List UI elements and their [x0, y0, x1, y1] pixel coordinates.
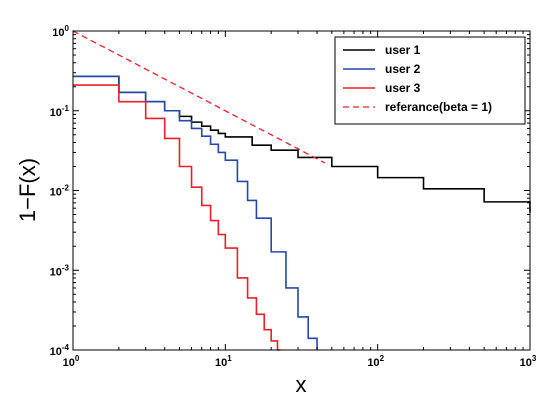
series-line-user-2 [73, 75, 318, 350]
x-axis-label: x [296, 372, 307, 397]
x-tick-label: 102 [367, 354, 384, 369]
y-tick-label: 10-4 [50, 343, 70, 358]
series-line-user-3 [73, 84, 281, 351]
series-line-referance-beta-1 [72, 30, 326, 164]
y-tick-label: 10-3 [50, 263, 70, 278]
y-tick-label: 100 [52, 24, 69, 39]
series-layer [72, 30, 531, 351]
legend-label-referance-beta-1: referance(beta = 1) [385, 100, 492, 114]
legend-box [334, 36, 526, 125]
y-axis-label: 1−F(x) [15, 158, 40, 222]
legend-label-user-2: user 2 [385, 62, 421, 76]
x-tick-label: 100 [63, 354, 80, 369]
y-tick-label: 10-2 [50, 184, 70, 199]
tick-labels: 100 101 102 103 10-4 10-3 10-2 10-1 100 [50, 24, 537, 369]
legend-label-user-3: user 3 [385, 81, 421, 95]
x-tick-label: 101 [215, 354, 232, 369]
legend-label-user-1: user 1 [385, 43, 421, 57]
y-tick-label: 10-1 [50, 104, 70, 119]
legend: user 1 user 2 user 3 referance(beta = 1) [334, 36, 526, 125]
plot-frame [72, 30, 531, 351]
x-tick-label: 103 [520, 354, 537, 369]
